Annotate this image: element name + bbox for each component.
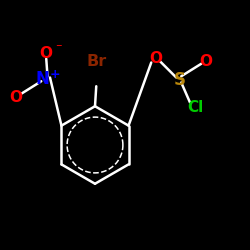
- Text: N: N: [36, 70, 50, 88]
- Text: ⁻: ⁻: [56, 42, 62, 55]
- Text: Br: Br: [86, 54, 106, 69]
- Text: O: O: [150, 51, 163, 66]
- Text: O: O: [200, 54, 213, 69]
- Text: Cl: Cl: [187, 100, 203, 115]
- Text: O: O: [40, 46, 53, 61]
- Text: O: O: [10, 90, 23, 105]
- Text: +: +: [50, 68, 60, 82]
- Text: S: S: [174, 71, 186, 89]
